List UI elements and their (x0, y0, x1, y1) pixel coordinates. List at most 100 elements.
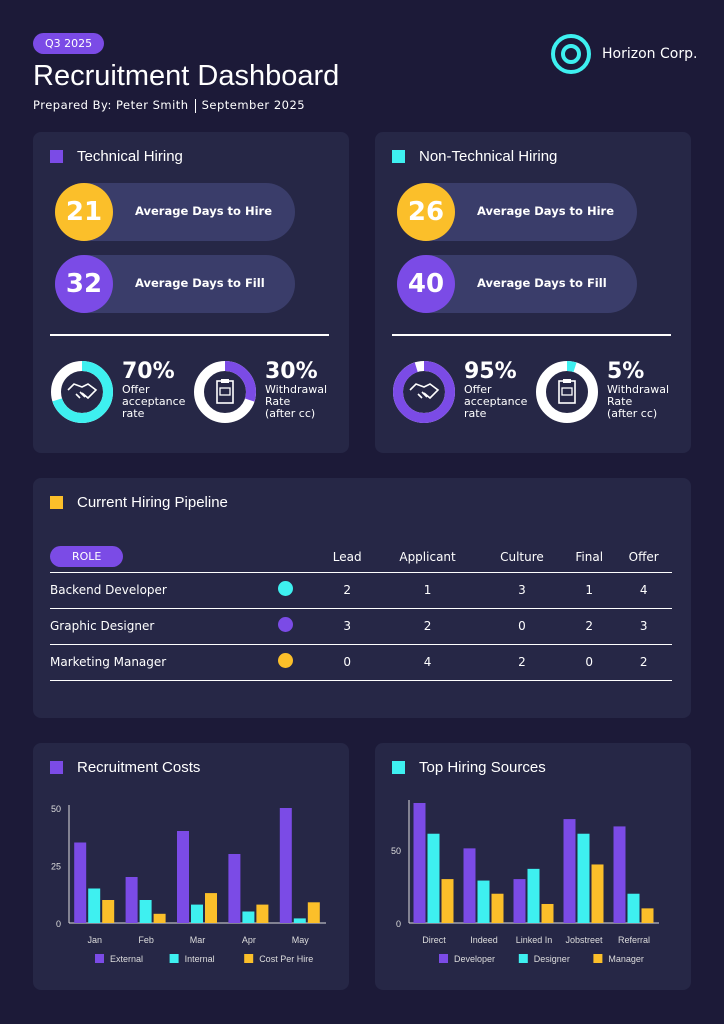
card-title: Technical Hiring (77, 148, 183, 165)
bar-manager (441, 879, 454, 923)
table-header: ROLE Lead Applicant Culture Final Offer (50, 542, 672, 573)
stage-count: 2 (374, 608, 481, 645)
legend-label: Cost Per Hire (259, 954, 313, 964)
x-tick-label: Feb (138, 935, 154, 945)
table-row: Backend Developer 2 1 3 1 4 (50, 572, 672, 609)
withdrawal-donut (194, 361, 256, 423)
legend-swatch (518, 954, 528, 963)
bar-designer (477, 880, 490, 923)
stage-count: 1 (563, 572, 616, 609)
stage-count: 4 (615, 572, 672, 609)
role-color-dot (277, 581, 293, 596)
bar-internal (139, 900, 152, 923)
offer-percent: 70% (122, 359, 175, 384)
prepared-by: Prepared By: Peter Smith (33, 98, 189, 112)
days-to-fill-pill: 40 Average Days to Fill (397, 255, 637, 313)
x-tick-label: Apr (242, 935, 256, 945)
x-tick-label: Direct (422, 935, 446, 945)
withdrawal-label: Withdrawal Rate (after cc) (265, 383, 328, 420)
stage-count: 0 (320, 644, 375, 681)
offer-percent: 95% (464, 359, 517, 384)
donut-fill (536, 361, 598, 423)
legend-square-icon (392, 150, 405, 163)
nontechnical-hiring-card: Non-Technical Hiring 26 Average Days to H… (375, 132, 691, 453)
bar-designer (627, 893, 640, 923)
bar-cost-per-hire (307, 902, 320, 923)
legend-label: External (110, 954, 143, 964)
bar-internal (88, 888, 101, 923)
legend-swatch (244, 954, 254, 963)
clipboard-icon (558, 379, 576, 404)
x-tick-label: Indeed (470, 935, 498, 945)
role-color-dot (277, 653, 293, 668)
bar-developer (513, 879, 526, 923)
days-to-fill-label: Average Days to Fill (477, 276, 607, 290)
y-tick-label: 0 (396, 919, 401, 929)
bar-designer (577, 833, 590, 923)
x-tick-label: Jan (87, 935, 102, 945)
card-title: Non-Technical Hiring (419, 148, 558, 165)
legend-swatch (593, 954, 603, 963)
x-tick-label: Referral (618, 935, 650, 945)
bar-manager (491, 893, 504, 923)
offer-donut (393, 361, 455, 423)
legend-square-icon (50, 150, 63, 163)
clipboard-icon (216, 379, 234, 404)
legend-square-icon (50, 496, 63, 509)
legend-label: Internal (185, 954, 215, 964)
chart-title: Top Hiring Sources (419, 759, 546, 776)
stage-count: 4 (374, 644, 481, 681)
stage-count: 2 (480, 644, 564, 681)
divider (392, 334, 671, 336)
days-to-fill-label: Average Days to Fill (135, 276, 265, 290)
stage-count: 3 (615, 608, 672, 645)
withdrawal-stat: 5% Withdrawal Rate (after cc) (535, 360, 669, 424)
recruitment-costs-card: Recruitment Costs 0 25 50 Jan Feb Mar Apr May Ex… (33, 743, 349, 990)
column-header: Lead (320, 542, 375, 573)
role-color-dot (277, 617, 293, 632)
pipeline-card: Current Hiring Pipeline ROLE Lead Applican… (33, 478, 691, 718)
divider (194, 98, 196, 113)
offer-donut (51, 361, 113, 423)
bar-designer (427, 833, 440, 923)
bar-internal (293, 918, 306, 923)
offer-stat: 95% Offer acceptance rate (392, 360, 527, 424)
legend-label: Developer (454, 954, 495, 964)
stage-count: 2 (563, 608, 616, 645)
days-to-fill-value: 40 (397, 255, 455, 313)
divider (50, 334, 329, 336)
bar-internal (242, 911, 255, 923)
x-tick-label: May (292, 935, 310, 945)
days-to-fill-value: 32 (55, 255, 113, 313)
withdrawal-stat: 30% Withdrawal Rate (after cc) (193, 360, 327, 424)
bar-cost-per-hire (205, 893, 217, 923)
bar-internal (191, 904, 203, 923)
offer-stat: 70% Offer acceptance rate (50, 360, 185, 424)
bar-external (228, 854, 241, 923)
days-to-hire-pill: 26 Average Days to Hire (397, 183, 637, 241)
offer-label: Offer acceptance rate (464, 383, 528, 420)
days-to-hire-value: 26 (397, 183, 455, 241)
bar-cost-per-hire (102, 900, 115, 923)
recruitment-costs-chart: 0 25 50 Jan Feb Mar Apr May External Internal Cost… (51, 804, 326, 964)
legend-square-icon (50, 761, 63, 774)
hiring-sources-card: Top Hiring Sources 0 50 Direct Indeed Linked… (375, 743, 691, 990)
days-to-hire-pill: 21 Average Days to Hire (55, 183, 295, 241)
company-logo: Horizon Corp. (550, 33, 697, 75)
donut-fill (393, 361, 455, 423)
bar-developer (563, 819, 576, 923)
withdrawal-percent: 30% (265, 359, 318, 384)
bar-external (279, 808, 292, 923)
stage-count: 1 (374, 572, 481, 609)
legend-swatch (95, 954, 104, 963)
bar-manager (541, 903, 554, 923)
role-name: Graphic Designer (50, 608, 250, 645)
stage-count: 0 (563, 644, 616, 681)
table-row: Marketing Manager 0 4 2 0 2 (50, 644, 672, 681)
x-tick-label: Mar (190, 935, 206, 945)
stage-count: 3 (480, 572, 564, 609)
legend-label: Designer (534, 954, 570, 964)
days-to-fill-pill: 32 Average Days to Fill (55, 255, 295, 313)
bar-cost-per-hire (256, 904, 269, 923)
legend-swatch (439, 954, 448, 963)
